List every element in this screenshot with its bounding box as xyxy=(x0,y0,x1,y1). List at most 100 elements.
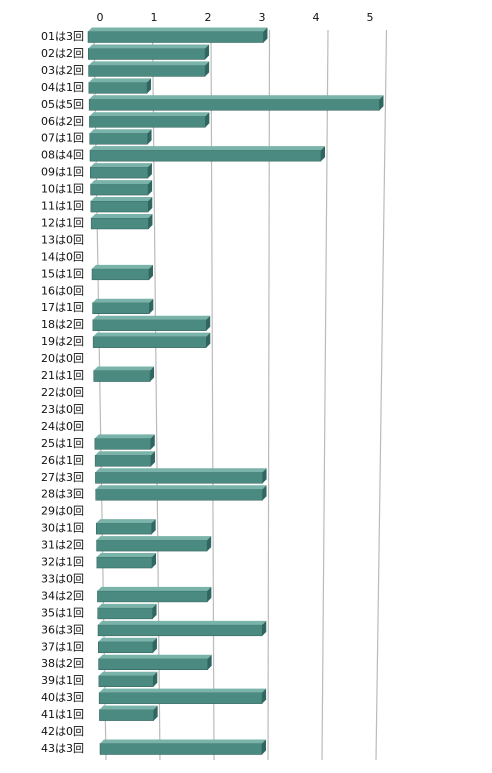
bar-end xyxy=(263,27,268,43)
bar xyxy=(90,217,149,230)
bar xyxy=(96,539,208,552)
y-tick-label: 28は3回 xyxy=(41,488,84,501)
bar xyxy=(95,472,263,484)
bar-end xyxy=(205,112,210,128)
bar-top xyxy=(96,519,156,524)
y-tick-label: 40は3回 xyxy=(41,691,84,704)
bar-top xyxy=(89,112,210,117)
bar-top xyxy=(90,180,153,185)
bar-top xyxy=(92,315,211,320)
y-tick-label: 13は0回 xyxy=(41,233,84,246)
bar-end xyxy=(151,519,156,535)
bar xyxy=(89,149,322,162)
y-tick-label: 29は0回 xyxy=(41,505,84,518)
y-tick-label: 34は2回 xyxy=(41,589,84,602)
x-tick-label: 1 xyxy=(151,11,158,24)
y-tick-label: 36は3回 xyxy=(41,623,84,636)
bar-end xyxy=(207,654,212,670)
y-tick-label: 18は2回 xyxy=(41,318,84,331)
y-tick-label: 06は2回 xyxy=(41,115,84,128)
y-tick-label: 05は5回 xyxy=(41,98,84,111)
bar-end xyxy=(321,146,325,162)
bar-end xyxy=(153,705,158,721)
bar-top xyxy=(98,671,158,676)
bar-top xyxy=(89,95,384,100)
bar-top xyxy=(95,468,267,473)
y-tick-label: 17は1回 xyxy=(41,301,84,314)
y-tick-label: 24は0回 xyxy=(41,420,84,433)
bar xyxy=(93,370,151,382)
x-tick-label: 2 xyxy=(205,11,212,24)
y-tick-label: 43は3回 xyxy=(41,742,84,755)
bar-end xyxy=(147,129,152,145)
bar xyxy=(96,556,153,569)
bar xyxy=(91,268,150,281)
bar-top xyxy=(90,163,152,168)
y-tick-label: 37は1回 xyxy=(41,640,84,653)
bar-top xyxy=(98,620,267,625)
bar-end xyxy=(150,434,155,450)
grid-line xyxy=(321,29,329,761)
bar xyxy=(90,166,149,179)
grid-line xyxy=(375,29,388,761)
bar-end xyxy=(150,366,155,382)
bar-top xyxy=(90,146,325,151)
bar-end xyxy=(206,332,211,348)
bar-end xyxy=(379,95,384,111)
bar xyxy=(98,641,154,654)
y-tick-label: 01は3回 xyxy=(41,30,84,43)
bar-end xyxy=(148,213,153,229)
bar-end xyxy=(262,688,267,704)
bar-end xyxy=(148,197,153,213)
grid-line xyxy=(267,29,271,761)
y-tick-label: 12は1回 xyxy=(41,216,84,229)
y-tick-label: 09は1回 xyxy=(41,166,84,179)
y-tick-label: 11は1回 xyxy=(41,200,84,213)
y-tick-label: 22は0回 xyxy=(41,386,84,399)
bar-end xyxy=(147,78,152,94)
bar xyxy=(88,65,206,77)
bar xyxy=(98,658,208,670)
bar-end xyxy=(262,468,267,484)
y-tick-label: 25は1回 xyxy=(41,437,84,450)
bar xyxy=(97,624,263,637)
bar-top xyxy=(95,451,155,456)
bar xyxy=(89,116,206,128)
bar xyxy=(94,438,152,450)
bar-end xyxy=(207,586,212,602)
bar-end xyxy=(262,739,266,755)
x-tick-label: 0 xyxy=(97,11,104,24)
y-tick-label: 07は1回 xyxy=(41,132,84,145)
y-tick-label: 32は1回 xyxy=(41,556,84,569)
bar-top xyxy=(95,485,267,490)
bar-end xyxy=(150,451,155,467)
bar-top xyxy=(100,739,266,744)
y-tick-label: 15は1回 xyxy=(41,267,84,280)
y-tick-label: 35は1回 xyxy=(41,606,84,619)
bar-top xyxy=(94,434,155,439)
y-tick-label: 26は1回 xyxy=(41,454,84,467)
bar-top xyxy=(96,536,212,541)
y-tick-label: 42は0回 xyxy=(41,725,84,738)
bar xyxy=(98,675,154,687)
y-tick-label: 38は2回 xyxy=(41,657,84,670)
bar-top xyxy=(99,705,158,710)
y-tick-label: 10は1回 xyxy=(41,183,84,196)
bar-end xyxy=(207,536,212,552)
bar xyxy=(92,302,150,314)
bar xyxy=(88,48,206,60)
bar-end xyxy=(147,163,152,179)
x-tick-label: 4 xyxy=(313,11,320,24)
bar xyxy=(99,709,154,721)
y-tick-label: 23は0回 xyxy=(41,403,84,416)
bar-top xyxy=(99,688,267,693)
y-tick-label: 39は1回 xyxy=(41,674,84,687)
bar xyxy=(97,590,208,603)
bar-top xyxy=(92,264,153,269)
y-tick-label: 30は1回 xyxy=(41,522,84,535)
y-tick-label: 14は0回 xyxy=(41,250,84,263)
bar xyxy=(96,522,152,535)
bar-end xyxy=(205,44,210,60)
bar xyxy=(88,82,148,94)
